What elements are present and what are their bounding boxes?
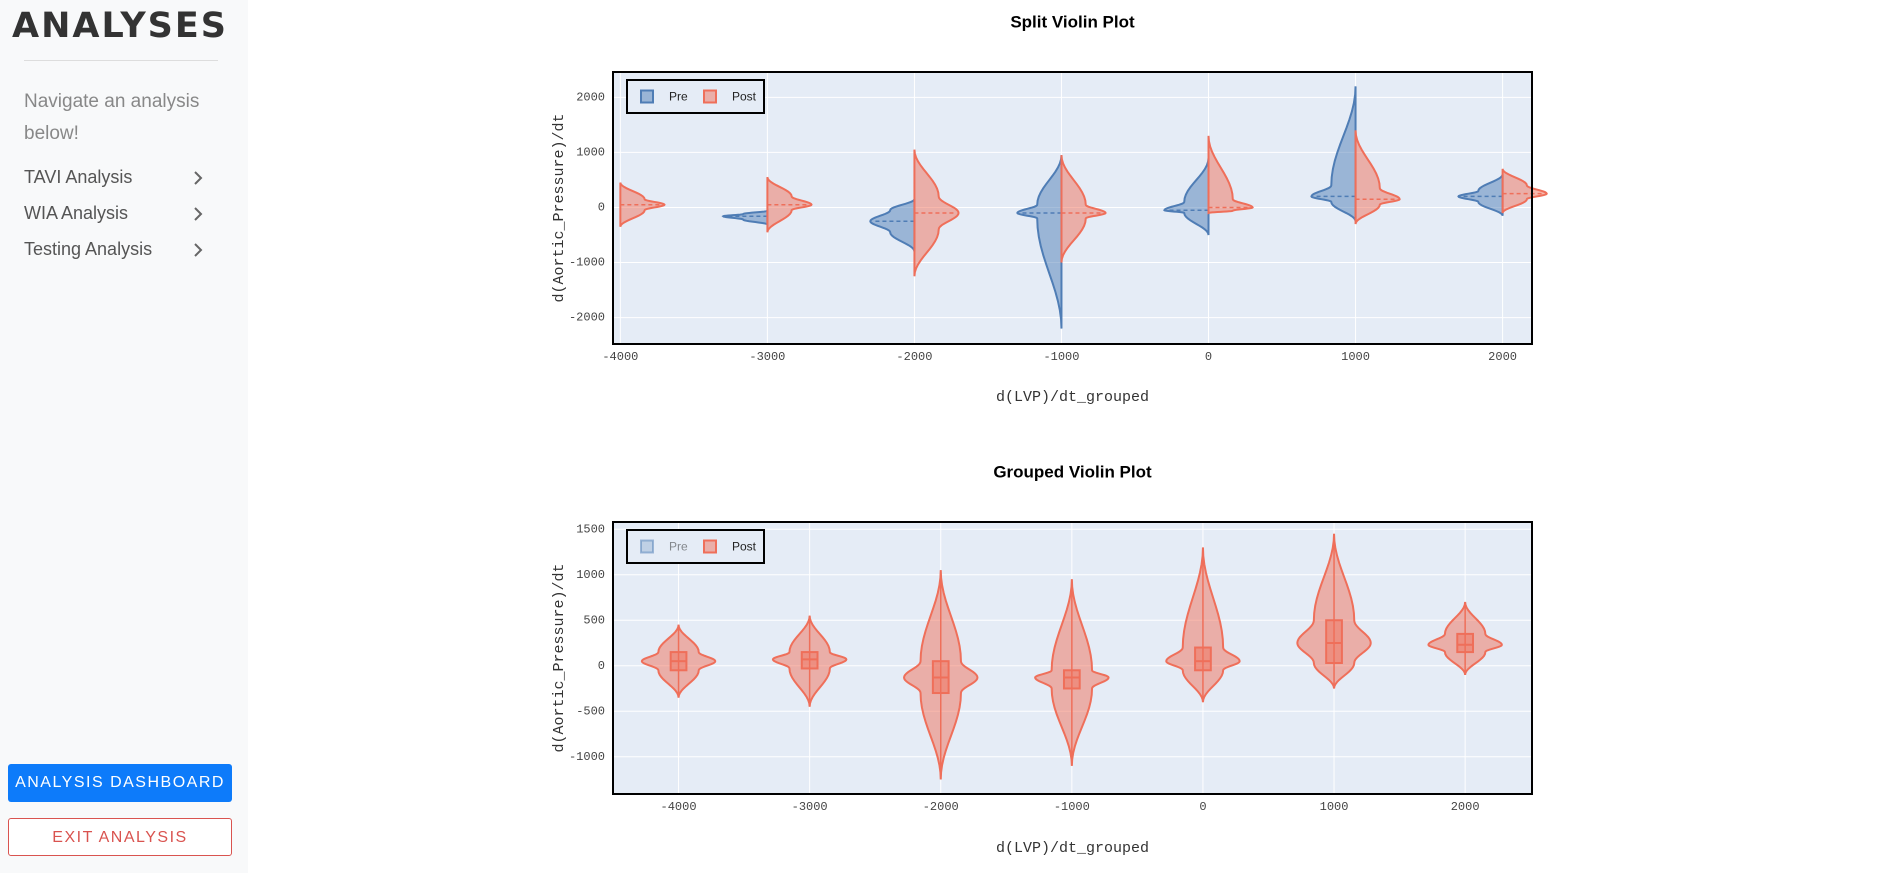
x-tick-label: -3000: [792, 800, 828, 814]
violin: [1310, 86, 1357, 222]
y-tick-label: -1000: [569, 750, 605, 764]
legend-label: Post: [732, 90, 757, 104]
sidebar: ANALYSES Navigate an analysis below! TAV…: [0, 0, 248, 873]
x-tick-label: -3000: [749, 350, 785, 364]
y-tick-label: 0: [598, 201, 605, 215]
nav-item[interactable]: Testing Analysis: [24, 239, 204, 260]
legend-label: Pre: [669, 90, 688, 104]
y-tick-label: 2000: [576, 90, 605, 104]
x-tick-label: -4000: [602, 350, 638, 364]
violin: [1016, 155, 1063, 329]
x-tick-label: 1000: [1341, 350, 1370, 364]
divider: [24, 60, 218, 61]
x-tick-label: 2000: [1488, 350, 1517, 364]
violin: [1457, 174, 1504, 217]
box: [1325, 619, 1343, 665]
y-axis-label: d(Aortic_Pressure)/dt: [551, 563, 568, 752]
legend: [626, 529, 765, 564]
exit-button[interactable]: EXIT ANALYSIS: [8, 818, 232, 856]
violin: [1163, 157, 1210, 236]
y-tick-label: -1000: [569, 256, 605, 270]
legend-label: Pre: [669, 540, 688, 554]
y-axis-label: d(Aortic_Pressure)/dt: [551, 113, 568, 302]
dashboard-button[interactable]: ANALYSIS DASHBOARD: [8, 764, 232, 802]
legend-label: Post: [732, 540, 757, 554]
y-tick-label: 1000: [576, 568, 605, 582]
violin: [1354, 130, 1401, 225]
box: [1062, 669, 1081, 690]
x-axis-label: d(LVP)/dt_grouped: [996, 840, 1149, 857]
violin: [1501, 168, 1548, 214]
violin: [869, 198, 916, 252]
x-tick-label: -4000: [661, 800, 697, 814]
chart-title: Grouped Violin Plot: [993, 462, 1152, 481]
violin: [721, 208, 769, 227]
box: [1456, 632, 1475, 654]
x-tick-label: -1000: [1054, 800, 1090, 814]
y-tick-label: 1000: [576, 146, 605, 160]
y-tick-label: -500: [576, 704, 605, 718]
legend-swatch: [640, 539, 654, 554]
box: [1194, 646, 1212, 672]
y-tick-label: 1500: [576, 522, 605, 536]
x-tick-label: -1000: [1043, 350, 1079, 364]
x-tick-label: -2000: [896, 350, 932, 364]
violin: [1207, 135, 1254, 215]
sidebar-title: ANALYSES: [12, 6, 228, 46]
x-tick-label: -2000: [923, 800, 959, 814]
nav-item[interactable]: TAVI Analysis: [24, 167, 204, 188]
x-tick-label: 0: [1205, 350, 1212, 364]
legend-swatch: [703, 89, 717, 104]
chevron: [194, 207, 203, 221]
chevron: [194, 243, 203, 257]
x-tick-label: 0: [1199, 800, 1206, 814]
x-axis-label: d(LVP)/dt_grouped: [996, 389, 1149, 406]
chart-title: Split Violin Plot: [1010, 12, 1135, 31]
violin: [1060, 155, 1107, 263]
legend-swatch: [703, 539, 717, 554]
x-tick-label: 2000: [1451, 800, 1480, 814]
charts: Split Violin Plot -4000 -3000 -2000 -1000 0 10…: [551, 12, 1548, 857]
nav-label[interactable]: WIA Analysis: [24, 203, 129, 223]
y-tick-label: -2000: [569, 311, 605, 325]
plot-border: [612, 71, 1533, 345]
x-tick-label: 1000: [1320, 800, 1349, 814]
nav-label[interactable]: TAVI Analysis: [24, 167, 133, 187]
nav-item[interactable]: WIA Analysis: [24, 203, 204, 224]
sidebar-subtitle: Navigate an analysis below!: [24, 91, 200, 144]
y-tick-label: 0: [598, 659, 605, 673]
y-tick-label: 500: [583, 613, 605, 627]
chevron: [194, 171, 203, 185]
plot-border: [612, 521, 1533, 795]
legend-swatch: [640, 89, 654, 104]
nav-label[interactable]: Testing Analysis: [24, 239, 153, 259]
